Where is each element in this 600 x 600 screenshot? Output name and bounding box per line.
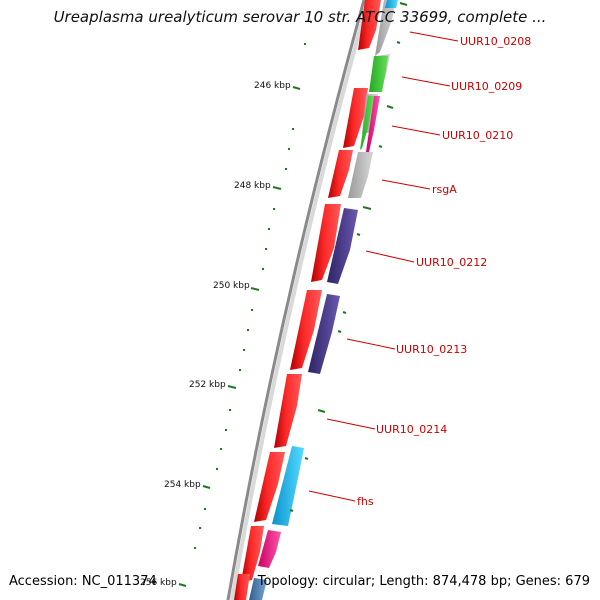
backbone-inner bbox=[230, 0, 370, 600]
ruler-major-ticks bbox=[178, 86, 301, 587]
gene-leaders bbox=[308, 31, 459, 502]
ruler-label: 252 kbp bbox=[189, 380, 226, 390]
inner-ruler bbox=[194, 21, 312, 549]
cds-reverse-cyan[interactable] bbox=[272, 446, 304, 526]
ruler-label: 246 kbp bbox=[254, 81, 291, 91]
gene-label-uur10-0214[interactable]: UUR10_0214 bbox=[376, 423, 447, 436]
cds-reverse-cyan[interactable] bbox=[385, 0, 398, 8]
gene-label-rsga[interactable]: rsgA bbox=[432, 183, 457, 196]
cds-reverse-green[interactable] bbox=[360, 96, 374, 150]
genome-summary: Topology: circular; Length: 874,478 bp; … bbox=[257, 574, 590, 589]
ruler-label: 248 kbp bbox=[234, 181, 271, 191]
cds-reverse-magenta[interactable] bbox=[258, 530, 281, 568]
cds-forward[interactable] bbox=[254, 452, 285, 522]
cds-forward[interactable] bbox=[241, 526, 264, 582]
cds-forward[interactable] bbox=[274, 374, 302, 448]
cds-reverse-grey[interactable] bbox=[348, 152, 373, 198]
ruler-label: 254 kbp bbox=[164, 480, 201, 490]
ruler-label: 250 kbp bbox=[213, 281, 250, 291]
gene-label-uur10-0210[interactable]: UUR10_0210 bbox=[442, 129, 513, 142]
outer-ruler bbox=[289, 2, 408, 512]
cds-forward[interactable] bbox=[358, 0, 381, 50]
cds-forward[interactable] bbox=[234, 574, 250, 600]
cds-forward[interactable] bbox=[311, 204, 341, 282]
cds-reverse-purple[interactable] bbox=[308, 294, 340, 374]
cds-reverse-grey[interactable] bbox=[375, 0, 396, 56]
cds-reverse-green[interactable] bbox=[369, 56, 388, 92]
cds-forward[interactable] bbox=[343, 88, 368, 148]
cds-forward[interactable] bbox=[328, 150, 353, 198]
cds-reverse-steel[interactable] bbox=[249, 578, 267, 600]
map-title: Ureaplasma urealyticum serovar 10 str. A… bbox=[53, 8, 547, 26]
gene-label-uur10-0209[interactable]: UUR10_0209 bbox=[451, 80, 522, 93]
accession-text: Accession: NC_011374 bbox=[9, 574, 157, 589]
gene-label-fhs[interactable]: fhs bbox=[357, 495, 374, 508]
ruler-label: 256 kbp bbox=[140, 578, 177, 588]
gene-label-uur10-0213[interactable]: UUR10_0213 bbox=[396, 343, 467, 356]
cds-reverse-magenta[interactable] bbox=[366, 96, 380, 152]
backbone-outer bbox=[226, 0, 366, 600]
cds-forward[interactable] bbox=[290, 290, 322, 370]
cds-reverse-purple[interactable] bbox=[327, 208, 358, 284]
gene-label-uur10-0208[interactable]: UUR10_0208 bbox=[460, 35, 531, 48]
gene-label-uur10-0212[interactable]: UUR10_0212 bbox=[416, 256, 487, 269]
